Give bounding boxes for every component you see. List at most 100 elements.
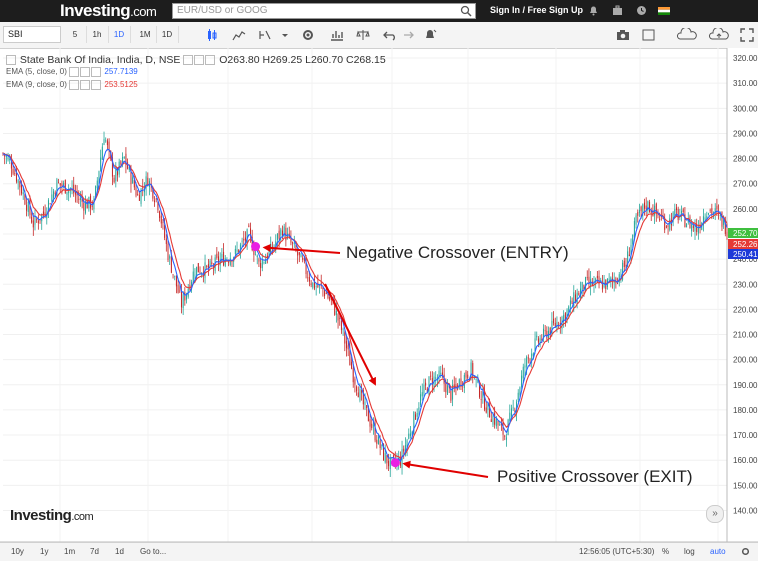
bell-icon[interactable] <box>588 5 599 16</box>
ema9-remove-box[interactable] <box>91 80 102 90</box>
search-input[interactable]: EUR/USD or GOOG <box>172 3 476 19</box>
symbol-input[interactable]: SBI <box>3 26 61 43</box>
ema9-value: 253.5125 <box>104 80 138 90</box>
ema5-remove-box[interactable] <box>91 67 102 77</box>
interval-button[interactable]: 1M <box>134 26 157 43</box>
candle-body <box>179 290 181 292</box>
candle-body <box>576 292 578 304</box>
candle-body <box>325 292 327 295</box>
ema5-settings-box[interactable] <box>80 67 91 77</box>
range-1y[interactable]: 1y <box>40 547 49 556</box>
range-1d[interactable]: 1d <box>115 547 124 556</box>
entry-annotation: Negative Crossover (ENTRY) <box>346 243 569 262</box>
hide-box[interactable] <box>183 55 194 66</box>
candle-body <box>612 278 614 281</box>
percent-toggle[interactable]: % <box>662 547 670 556</box>
candle-body <box>307 277 309 279</box>
cloud-save-icon[interactable] <box>708 28 730 42</box>
candle-body <box>302 257 304 260</box>
candle-body <box>15 169 17 182</box>
candle-body <box>14 173 16 175</box>
candle-body <box>716 205 718 210</box>
range-10y[interactable]: 10y <box>11 547 24 556</box>
candle-body <box>369 419 371 427</box>
price-chart[interactable]: 140.00 150.00 160.00 170.00 180.00 190.00 200.… <box>0 48 758 542</box>
go-to-button[interactable]: Go to... <box>140 547 167 556</box>
candle-body <box>298 252 300 255</box>
interval-button[interactable]: 1D <box>156 26 179 43</box>
camera-icon[interactable] <box>616 28 630 42</box>
candle-body <box>182 294 184 309</box>
candle-body <box>630 244 632 256</box>
clock-icon[interactable] <box>636 5 647 16</box>
area-chart-icon[interactable] <box>232 28 246 42</box>
ema9-hide-box[interactable] <box>69 80 80 90</box>
candle-body <box>724 219 726 234</box>
candle-body <box>34 215 36 225</box>
chevron-down-icon[interactable] <box>281 28 289 42</box>
scroll-to-latest-button[interactable]: » <box>706 505 724 523</box>
collapse-box[interactable] <box>6 55 16 66</box>
interval-button[interactable]: 5 <box>64 26 87 43</box>
legend-title: State Bank Of India, India, D, NSE <box>19 54 181 66</box>
candle-body <box>312 282 314 288</box>
candle-body <box>585 277 587 292</box>
candle-body <box>100 157 102 171</box>
exit-crossover-marker <box>390 458 400 468</box>
compare-icon[interactable] <box>330 28 344 42</box>
candle-body <box>255 254 257 256</box>
range-7d[interactable]: 7d <box>90 547 99 556</box>
alert-icon[interactable] <box>423 28 437 42</box>
settings-gear-icon[interactable] <box>741 547 750 556</box>
candle-body <box>505 437 507 440</box>
search-icon[interactable] <box>460 5 472 17</box>
cloud-load-icon[interactable] <box>676 28 698 42</box>
ema5-hide-box[interactable] <box>69 67 80 77</box>
candle-body <box>258 259 260 262</box>
india-flag-icon[interactable] <box>658 7 670 15</box>
fullscreen-icon[interactable] <box>740 28 754 42</box>
settings-box[interactable] <box>194 55 205 66</box>
candles-chart-type-icon[interactable] <box>205 28 219 42</box>
candle-body <box>24 194 26 205</box>
y-tick-label: 290.00 <box>733 129 758 138</box>
candle-body <box>413 412 415 434</box>
remove-box[interactable] <box>205 55 216 66</box>
candle-body <box>532 353 534 357</box>
candle-body <box>628 254 630 257</box>
range-1m[interactable]: 1m <box>64 547 76 556</box>
y-tick-label: 200.00 <box>733 356 758 365</box>
candle-body <box>66 192 68 195</box>
sign-in-link[interactable]: Sign In / Free Sign Up <box>490 5 584 15</box>
candle-body <box>280 229 282 236</box>
interval-button[interactable]: 1D <box>108 26 131 43</box>
candle-body <box>655 203 657 214</box>
redo-icon[interactable] <box>400 28 414 42</box>
interval-button[interactable]: 1h <box>86 26 109 43</box>
candle-body <box>64 180 66 194</box>
ema9-settings-box[interactable] <box>80 80 91 90</box>
candle-body <box>218 256 220 264</box>
candle-body <box>554 322 556 327</box>
candle-body <box>665 226 667 228</box>
candle-body <box>702 216 704 226</box>
investing-logo[interactable]: Investing.com <box>60 1 157 20</box>
briefcase-icon[interactable] <box>612 5 623 16</box>
gear-icon[interactable] <box>301 28 315 42</box>
candle-body <box>660 216 662 218</box>
indicators-icon[interactable] <box>258 28 272 42</box>
candle-body <box>138 195 140 201</box>
balance-icon[interactable] <box>356 28 370 42</box>
auto-toggle[interactable]: auto <box>710 547 726 556</box>
ema9-label: EMA (9, close, 0) <box>6 80 67 90</box>
chart-axes: 140.00 150.00 160.00 170.00 180.00 190.00 200.… <box>0 48 758 542</box>
candle-body <box>342 328 344 330</box>
log-toggle[interactable]: log <box>684 547 695 556</box>
y-tick-label: 230.00 <box>733 280 758 289</box>
undo-icon[interactable] <box>383 28 397 42</box>
candle-body <box>450 389 452 401</box>
candle-body <box>649 201 651 213</box>
candle-body <box>349 349 351 366</box>
layout-icon[interactable] <box>642 28 656 42</box>
